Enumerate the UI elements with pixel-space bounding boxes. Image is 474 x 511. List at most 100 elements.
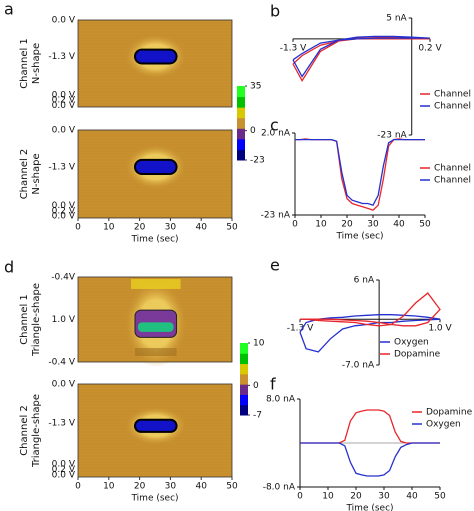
y-tick-label: 0.0 V xyxy=(52,380,76,390)
y-tick-label: 6 nA xyxy=(354,276,375,286)
colorbar-tick-label: 0 xyxy=(250,126,256,136)
y-tick-label: -1.3 V xyxy=(48,419,75,429)
y-tick-label: 0.2 V xyxy=(52,96,76,106)
legend-label: Channel 2 xyxy=(434,102,474,112)
panel-label: c xyxy=(270,116,279,135)
legend-label: Oxygen xyxy=(394,338,429,348)
panel-label: a xyxy=(4,0,14,19)
colorbar-segment xyxy=(237,96,245,108)
colorbar-segment xyxy=(240,353,248,365)
series-line xyxy=(299,314,441,353)
panel-label: f xyxy=(270,375,276,394)
x-tick-label: 50 xyxy=(226,223,238,233)
colorbar-segment xyxy=(237,117,245,129)
y-tick-label: 0.0 V xyxy=(52,471,76,481)
y-tick-label: 0.0 V xyxy=(52,201,76,211)
colorbar-segment xyxy=(237,107,245,119)
legend-label: Channel 2 xyxy=(434,176,474,186)
x-tick-label: 0 xyxy=(75,482,81,492)
colorbar-segment xyxy=(240,363,248,375)
x-tick-label: 10 xyxy=(315,220,327,230)
series-line xyxy=(295,138,425,211)
x-tick-label: 20 xyxy=(350,492,362,502)
y-tick-label: -1.3 V xyxy=(48,52,75,62)
y-tick-label: 5 nA xyxy=(386,14,407,24)
x-tick-label: 10 xyxy=(103,482,115,492)
y-tick-label: 2.0 nA xyxy=(261,129,291,139)
legend-label: Channel 1 xyxy=(434,164,474,174)
y-tick-label: 0.0 V xyxy=(52,101,76,111)
y-tick-label: 8.0 nA xyxy=(266,395,296,405)
series-line xyxy=(295,138,425,206)
colorbar-segment xyxy=(237,149,245,161)
y-tick-label: -23 nA xyxy=(377,131,407,141)
legend-label: Dopamine xyxy=(426,408,473,418)
x-tick-label: -1.3 V xyxy=(287,324,314,334)
panel-label: b xyxy=(270,2,280,21)
y-axis-label: Channel 2 xyxy=(19,405,30,456)
x-tick-label: 30 xyxy=(165,223,177,233)
legend-label: Dopamine xyxy=(394,350,441,360)
series-line xyxy=(300,442,440,477)
y-tick-label: 1.0 V xyxy=(52,315,76,325)
heatmap-blob-core xyxy=(137,322,174,332)
legend-label: Channel 1 xyxy=(434,90,474,100)
y-axis-label: N-shape xyxy=(31,43,42,84)
x-tick-label: 0 xyxy=(292,220,298,230)
y-tick-label: -0.4 V xyxy=(48,358,75,368)
y-tick-label: 0.0 V xyxy=(52,212,76,222)
heatmap-blob xyxy=(133,158,178,175)
y-axis-label: Channel 1 xyxy=(19,294,30,345)
y-axis-label: Triangle-shape xyxy=(31,283,42,357)
x-tick-label: 50 xyxy=(419,220,431,230)
x-tick-label: 50 xyxy=(226,482,238,492)
x-tick-label: 10 xyxy=(322,492,334,502)
x-tick-label: 20 xyxy=(134,482,146,492)
colorbar-segment xyxy=(237,138,245,150)
x-tick-label: 50 xyxy=(434,492,446,502)
series-line xyxy=(292,36,431,82)
x-tick-label: 30 xyxy=(378,492,390,502)
heatmap-frame xyxy=(77,383,233,478)
colorbar-tick-label: -7 xyxy=(253,411,262,421)
colorbar-segment xyxy=(240,394,248,406)
heatmap-frame xyxy=(77,129,233,219)
x-tick-label: 40 xyxy=(406,492,418,502)
colorbar-segment xyxy=(237,128,245,140)
heatmap-blob xyxy=(133,48,178,65)
y-tick-label: 0.0 V xyxy=(52,126,76,136)
x-tick-label: 0.2 V xyxy=(418,43,442,53)
legend-label: Oxygen xyxy=(426,420,461,430)
x-tick-label: 40 xyxy=(393,220,405,230)
y-tick-label: -8.0 nA xyxy=(263,483,296,493)
x-tick-label: 1.0 V xyxy=(428,324,452,334)
x-tick-label: 30 xyxy=(165,482,177,492)
x-tick-label: 40 xyxy=(195,223,207,233)
x-tick-label: 20 xyxy=(341,220,353,230)
x-tick-label: -1.3 V xyxy=(280,43,307,53)
x-axis-label: Time (sec) xyxy=(345,504,393,511)
colorbar-segment xyxy=(237,86,245,98)
series-line xyxy=(300,292,441,327)
colorbar-tick-label: -23 xyxy=(250,156,265,166)
colorbar-segment xyxy=(240,373,248,385)
heatmap-frame xyxy=(77,19,233,108)
colorbar-tick-label: 0 xyxy=(253,381,259,391)
series-line xyxy=(300,409,440,444)
y-axis-label: Channel 1 xyxy=(19,38,30,89)
x-axis-label: Time (sec) xyxy=(335,232,383,242)
y-axis-label: Triangle-shape xyxy=(31,394,42,468)
colorbar-segment xyxy=(240,404,248,416)
heatmap-band xyxy=(134,348,177,356)
x-tick-label: 30 xyxy=(367,220,379,230)
x-tick-label: 0 xyxy=(297,492,303,502)
y-tick-label: -0.4V xyxy=(51,273,76,283)
colorbar-tick-label: 10 xyxy=(253,339,265,349)
y-tick-label: 0.2 V xyxy=(52,465,76,475)
y-tick-label: 0.2 V xyxy=(52,206,76,216)
series-line xyxy=(292,35,431,78)
colorbar-tick-label: 35 xyxy=(250,82,261,92)
x-axis-label: Time (sec) xyxy=(130,494,178,504)
y-tick-label: 0.0 V xyxy=(52,90,76,100)
panel-label: d xyxy=(4,258,14,277)
